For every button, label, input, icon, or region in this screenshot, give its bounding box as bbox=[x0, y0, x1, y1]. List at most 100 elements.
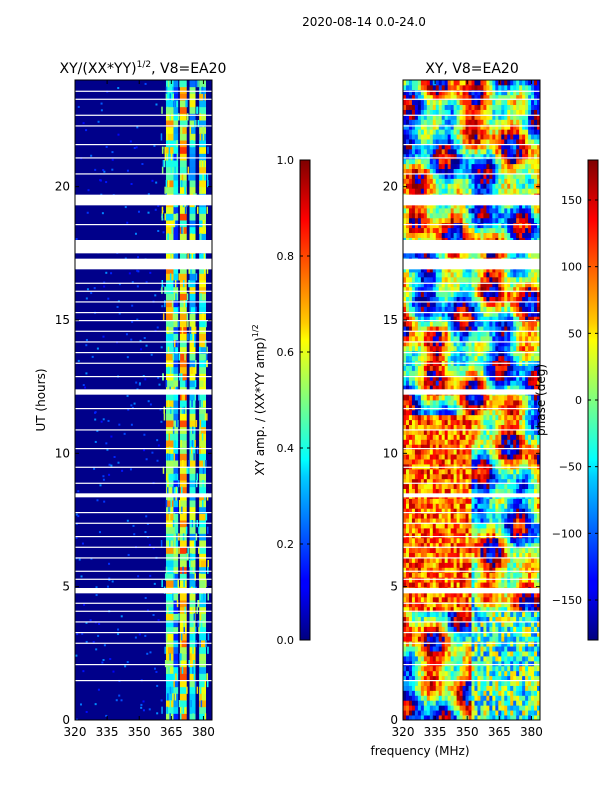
heatmap-cell bbox=[196, 473, 198, 481]
heatmap-cell bbox=[483, 400, 487, 406]
heatmap-cell bbox=[420, 626, 425, 632]
heatmap-cell bbox=[501, 518, 505, 524]
heatmap-cell bbox=[405, 331, 410, 337]
heatmap-cell bbox=[471, 616, 475, 622]
heatmap-cell bbox=[414, 542, 419, 549]
heatmap-cell bbox=[426, 429, 431, 435]
heatmap-cell bbox=[462, 365, 466, 371]
heatmap-cell bbox=[450, 385, 455, 391]
heatmap-cell bbox=[423, 404, 428, 411]
heatmap-cell bbox=[179, 660, 182, 668]
heatmap-cell bbox=[102, 335, 105, 338]
heatmap-cell bbox=[444, 345, 449, 352]
heatmap-cell bbox=[513, 468, 517, 475]
heatmap-cell bbox=[468, 690, 472, 696]
heatmap-cell bbox=[97, 120, 100, 123]
heatmap-cell bbox=[513, 606, 517, 613]
heatmap-cell bbox=[471, 444, 475, 450]
heatmap-cell bbox=[438, 675, 443, 682]
heatmap-cell bbox=[429, 523, 434, 529]
heatmap-cell bbox=[133, 533, 136, 536]
heatmap-cell bbox=[507, 695, 511, 701]
heatmap-cell bbox=[189, 580, 196, 588]
heatmap-cell bbox=[423, 468, 428, 475]
heatmap-cell bbox=[444, 464, 449, 470]
heatmap-cell bbox=[483, 419, 487, 426]
heatmap-cell bbox=[441, 537, 446, 544]
heatmap-cell bbox=[522, 444, 526, 450]
heatmap-cell bbox=[474, 449, 478, 455]
heatmap-cell bbox=[516, 606, 520, 613]
heatmap-cell bbox=[403, 345, 407, 352]
heatmap-cell bbox=[432, 582, 437, 588]
heatmap-cell bbox=[537, 439, 540, 445]
heatmap-cell bbox=[194, 333, 197, 341]
heatmap-cell bbox=[170, 253, 172, 261]
heatmap-cell bbox=[534, 449, 538, 455]
flagged-scan-line bbox=[75, 341, 212, 343]
heatmap-cell bbox=[507, 715, 511, 720]
heatmap-cell bbox=[102, 658, 105, 661]
heatmap-cell bbox=[465, 409, 469, 416]
heatmap-cell bbox=[507, 331, 511, 337]
heatmap-cell bbox=[165, 186, 174, 194]
heatmap-cell bbox=[510, 592, 514, 598]
heatmap-cell bbox=[465, 611, 469, 618]
heatmap-cell bbox=[492, 444, 496, 450]
heatmap-cell bbox=[405, 621, 410, 627]
heatmap-cell bbox=[441, 532, 446, 539]
heatmap-cell bbox=[414, 464, 419, 470]
heatmap-cell bbox=[441, 350, 446, 357]
heatmap-cell bbox=[173, 153, 179, 161]
heatmap-cell bbox=[408, 700, 413, 706]
heatmap-cell bbox=[403, 414, 407, 421]
heatmap-cell bbox=[444, 572, 449, 578]
heatmap-cell bbox=[173, 566, 179, 574]
heatmap-cell bbox=[423, 557, 428, 563]
heatmap-cell bbox=[474, 326, 478, 332]
heatmap-cell bbox=[199, 673, 207, 681]
heatmap-cell bbox=[516, 700, 520, 706]
heatmap-cell bbox=[453, 606, 458, 613]
heatmap-cell bbox=[420, 424, 425, 430]
heatmap-cell bbox=[462, 572, 466, 578]
heatmap-cell bbox=[127, 553, 130, 556]
heatmap-cell bbox=[165, 286, 174, 294]
heatmap-cell bbox=[513, 552, 517, 558]
heatmap-cell bbox=[94, 418, 97, 421]
heatmap-cell bbox=[528, 478, 532, 485]
heatmap-cell bbox=[85, 338, 88, 341]
heatmap-cell bbox=[423, 316, 428, 322]
heatmap-cell bbox=[438, 331, 443, 337]
heatmap-cell bbox=[477, 646, 481, 652]
heatmap-cell bbox=[516, 345, 520, 352]
heatmap-cell bbox=[522, 409, 526, 416]
heatmap-cell bbox=[504, 596, 508, 603]
heatmap-cell bbox=[438, 355, 443, 362]
heatmap-cell bbox=[474, 473, 478, 480]
heatmap-cell bbox=[525, 503, 529, 509]
heatmap-cell bbox=[435, 596, 440, 603]
heatmap-cell bbox=[426, 409, 431, 416]
heatmap-cell bbox=[537, 336, 540, 342]
heatmap-cell bbox=[82, 122, 85, 125]
heatmap-cell bbox=[501, 567, 505, 573]
heatmap-cell bbox=[411, 464, 416, 470]
heatmap-cell bbox=[522, 454, 526, 460]
heatmap-cell bbox=[411, 375, 416, 381]
heatmap-cell bbox=[408, 660, 413, 667]
heatmap-cell bbox=[435, 552, 440, 558]
heatmap-cell bbox=[531, 508, 535, 514]
heatmap-cell bbox=[189, 273, 196, 281]
heatmap-cell bbox=[522, 375, 526, 381]
heatmap-cell bbox=[498, 513, 502, 519]
heatmap-cell bbox=[417, 651, 422, 657]
heatmap-cell bbox=[513, 537, 517, 544]
heatmap-cell bbox=[483, 454, 487, 460]
heatmap-cell bbox=[199, 206, 207, 214]
heatmap-cell bbox=[489, 557, 493, 563]
heatmap-cell bbox=[405, 424, 410, 430]
heatmap-cell bbox=[537, 331, 540, 337]
heatmap-cell bbox=[417, 444, 422, 450]
heatmap-cell bbox=[411, 685, 416, 691]
